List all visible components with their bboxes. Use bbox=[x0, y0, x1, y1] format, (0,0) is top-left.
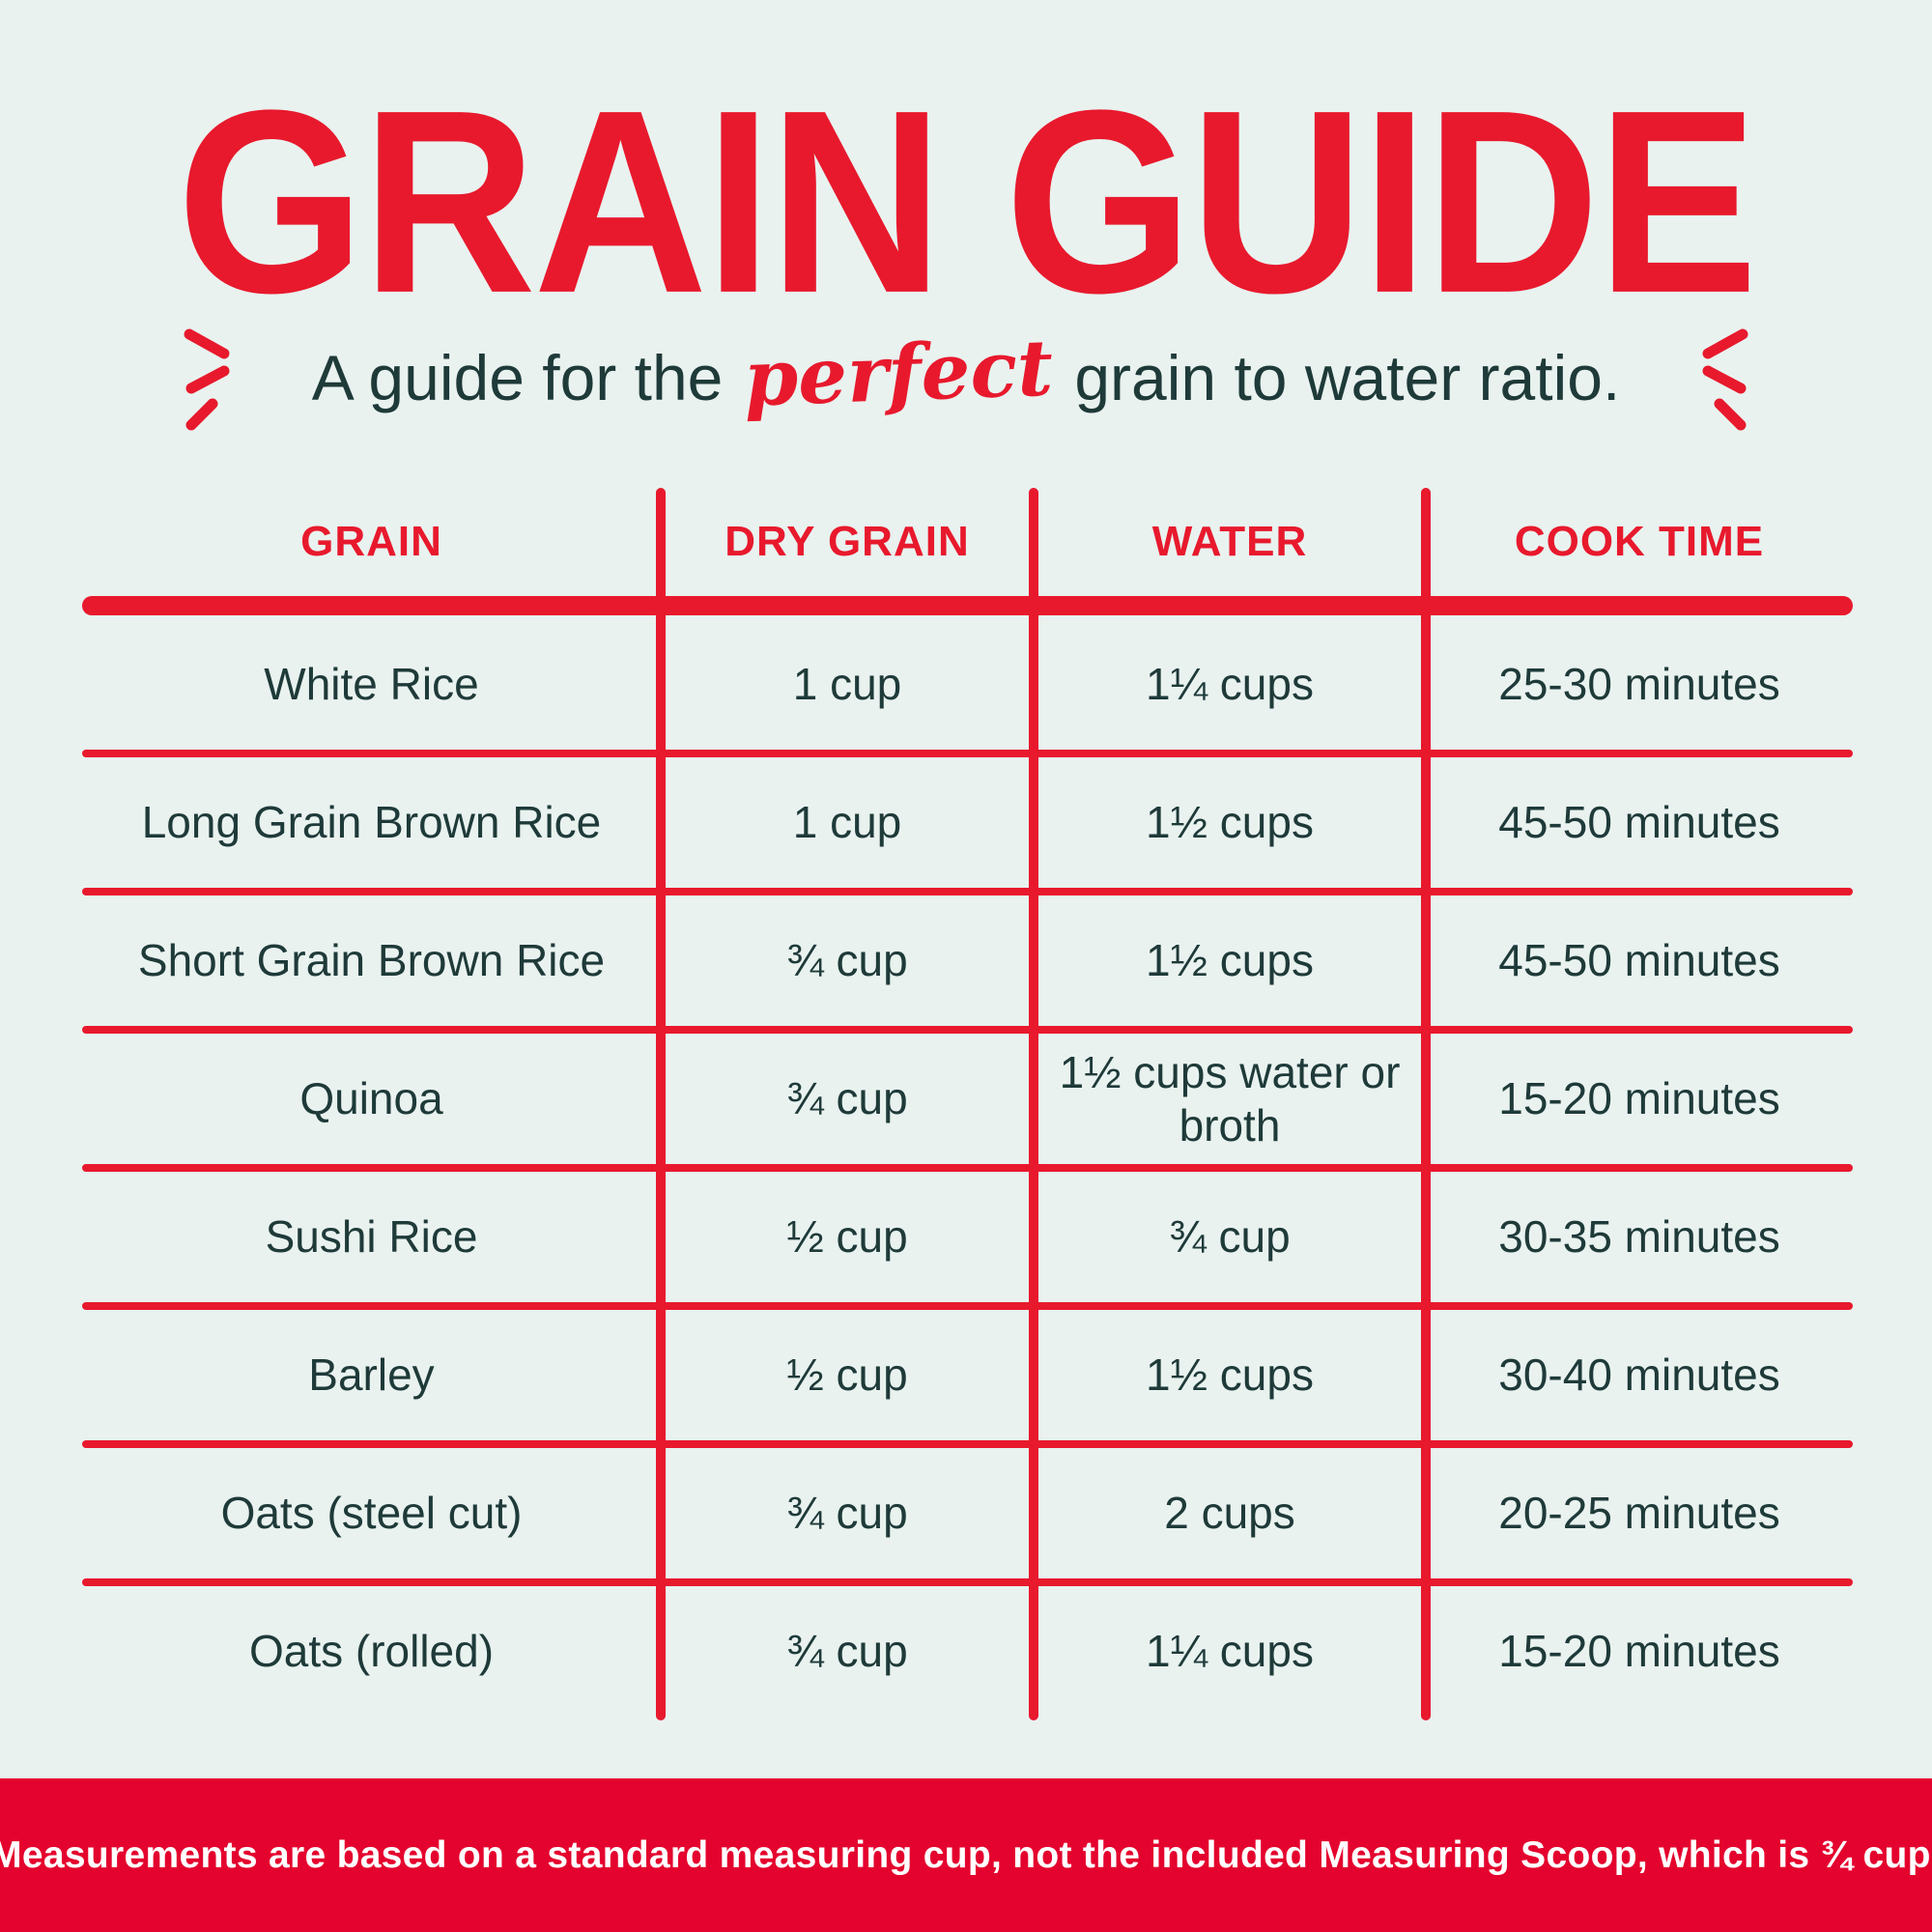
cell-water: 1¼ cups bbox=[1146, 659, 1314, 710]
cell-grain: Oats (steel cut) bbox=[220, 1488, 523, 1539]
table-grid-line bbox=[82, 1578, 1853, 1586]
cell-dry-grain: 1 cup bbox=[792, 659, 902, 710]
table-row: Quinoa ¾ cup 1½ cups water or broth 15-2… bbox=[82, 1030, 1853, 1168]
cell-cook-time: 45-50 minutes bbox=[1498, 797, 1780, 848]
subtitle-text-highlight: perfect bbox=[742, 322, 1055, 424]
table-grid-line bbox=[82, 1440, 1853, 1448]
page-title: GRAIN GUIDE bbox=[177, 55, 1758, 348]
cell-dry-grain: ½ cup bbox=[786, 1211, 908, 1263]
cell-dry-grain: ½ cup bbox=[786, 1350, 908, 1401]
subtitle-text-post: grain to water ratio. bbox=[1074, 342, 1621, 413]
footer-note-text: Measurements are based on a standard mea… bbox=[0, 1833, 1932, 1876]
cell-water: 1½ cups bbox=[1146, 797, 1314, 848]
cell-cook-time: 30-40 minutes bbox=[1498, 1350, 1780, 1401]
subtitle-text-pre: A guide for the bbox=[311, 342, 724, 413]
cell-dry-grain: ¾ cup bbox=[786, 935, 908, 986]
table-row: Oats (rolled) ¾ cup 1¼ cups 15-20 minute… bbox=[82, 1582, 1853, 1720]
table-column-divider bbox=[1029, 488, 1038, 1720]
table-row: Short Grain Brown Rice ¾ cup 1½ cups 45-… bbox=[82, 892, 1853, 1030]
cell-dry-grain: 1 cup bbox=[792, 797, 902, 848]
table-grid-line bbox=[82, 750, 1853, 757]
cell-cook-time: 15-20 minutes bbox=[1498, 1073, 1780, 1124]
cell-cook-time: 25-30 minutes bbox=[1498, 659, 1780, 710]
cell-dry-grain: ¾ cup bbox=[786, 1626, 908, 1677]
table-row: Oats (steel cut) ¾ cup 2 cups 20-25 minu… bbox=[82, 1444, 1853, 1582]
table-row: Long Grain Brown Rice 1 cup 1½ cups 45-5… bbox=[82, 753, 1853, 892]
cell-grain: Sushi Rice bbox=[265, 1211, 478, 1263]
cell-cook-time: 15-20 minutes bbox=[1498, 1626, 1780, 1677]
table-grid-line bbox=[82, 1164, 1853, 1172]
cell-dry-grain: ¾ cup bbox=[786, 1488, 908, 1539]
cell-grain: Short Grain Brown Rice bbox=[137, 935, 606, 986]
column-header-water: WATER bbox=[1151, 518, 1308, 566]
page-subtitle: A guide for the perfect grain to water r… bbox=[0, 322, 1932, 423]
cell-water: 1¼ cups bbox=[1146, 1626, 1314, 1677]
cell-dry-grain: ¾ cup bbox=[786, 1073, 908, 1124]
table-grid-line bbox=[82, 1026, 1853, 1034]
table-row: Sushi Rice ½ cup ¾ cup 30-35 minutes bbox=[82, 1168, 1853, 1306]
cell-cook-time: 45-50 minutes bbox=[1498, 935, 1780, 986]
cell-water: ¾ cup bbox=[1169, 1211, 1291, 1263]
table-column-divider bbox=[1421, 488, 1431, 1720]
table-row: White Rice 1 cup 1¼ cups 25-30 minutes bbox=[82, 615, 1853, 753]
cell-water: 1½ cups water or broth bbox=[1059, 1047, 1401, 1151]
table-grid-line bbox=[82, 1302, 1853, 1310]
cell-grain: Barley bbox=[308, 1350, 435, 1401]
cell-cook-time: 20-25 minutes bbox=[1498, 1488, 1780, 1539]
cell-grain: Oats (rolled) bbox=[248, 1626, 495, 1677]
table-column-divider bbox=[656, 488, 666, 1720]
cell-grain: Long Grain Brown Rice bbox=[141, 797, 602, 848]
table-header-rule-line bbox=[82, 596, 1853, 615]
table-grid-line bbox=[82, 888, 1853, 895]
cell-water: 1½ cups bbox=[1146, 1350, 1314, 1401]
cell-water: 1½ cups bbox=[1146, 935, 1314, 986]
table-header-row: GRAIN DRY GRAIN WATER COOK TIME bbox=[82, 488, 1853, 596]
table-row: Barley ½ cup 1½ cups 30-40 minutes bbox=[82, 1306, 1853, 1444]
cell-grain: Quinoa bbox=[299, 1073, 443, 1124]
column-header-grain: GRAIN bbox=[300, 518, 442, 566]
sparkle-dashes-left-icon bbox=[184, 328, 230, 431]
column-header-cook-time: COOK TIME bbox=[1514, 518, 1765, 566]
sparkle-dashes-right-icon bbox=[1702, 328, 1748, 431]
cell-cook-time: 30-35 minutes bbox=[1498, 1211, 1780, 1263]
cell-grain: White Rice bbox=[264, 659, 479, 710]
column-header-dry-grain: DRY GRAIN bbox=[724, 518, 970, 566]
footer-note-bar: Measurements are based on a standard mea… bbox=[0, 1778, 1932, 1932]
cell-water: 2 cups bbox=[1164, 1488, 1295, 1539]
